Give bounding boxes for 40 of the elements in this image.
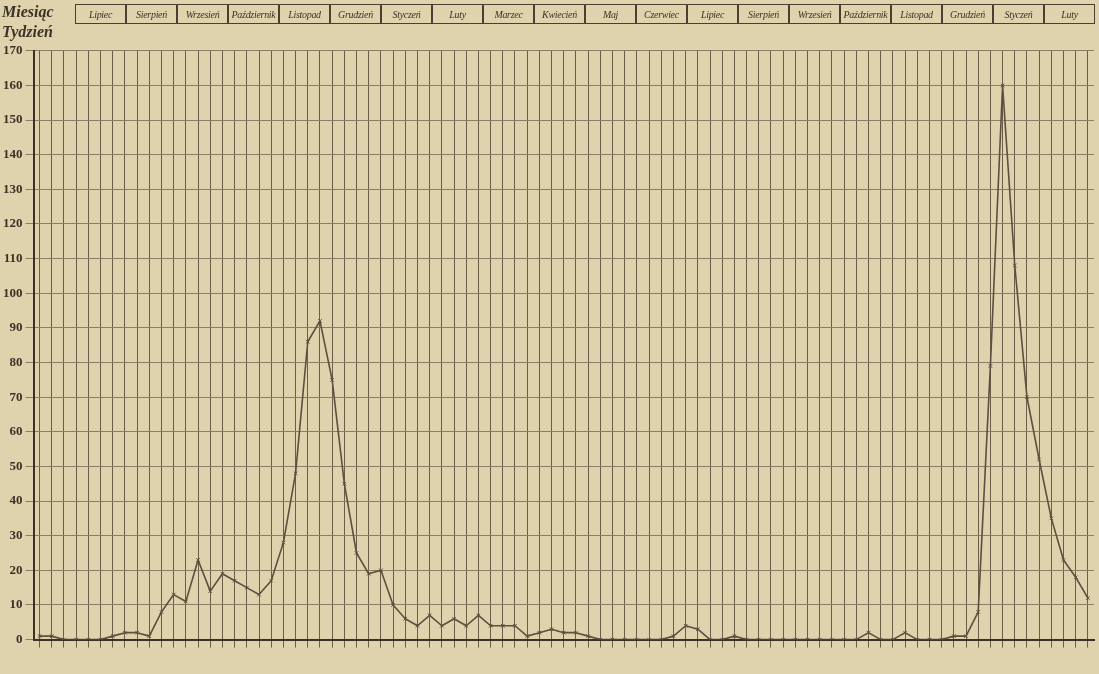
text: Luty <box>432 4 483 24</box>
text: Luty <box>1044 4 1095 24</box>
y-tick-label: 110 <box>3 249 23 265</box>
y-tick-label: 90 <box>9 319 23 335</box>
x-axis-title: Tydzień <box>2 22 54 42</box>
text: Wrzesień <box>177 4 228 24</box>
y-tick-label: 60 <box>9 423 23 439</box>
y-tick-label: 150 <box>3 111 23 127</box>
y-tick-label: 50 <box>9 457 23 473</box>
y-tick-label: 140 <box>3 146 23 162</box>
text: Listopad <box>279 4 330 24</box>
y-tick-label: 20 <box>9 561 23 577</box>
text: Październik <box>840 4 891 24</box>
text: Czerwiec <box>636 4 687 24</box>
text: Styczeń <box>381 4 432 24</box>
y-tick-label: 40 <box>9 492 23 508</box>
y-axis-title: Miesiąc <box>2 2 55 22</box>
y-tick-label: 100 <box>3 284 23 300</box>
text: Sierpień <box>126 4 177 24</box>
y-tick-label: 0 <box>16 630 23 646</box>
y-tick-label: 170 <box>3 42 23 58</box>
text: Styczeń <box>993 4 1044 24</box>
y-tick-label: 130 <box>3 180 23 196</box>
text: Lipiec <box>687 4 738 24</box>
text: Sierpień <box>738 4 789 24</box>
text: Marzec <box>483 4 534 24</box>
y-tick-label: 30 <box>9 527 23 543</box>
y-tick-label: 80 <box>9 353 23 369</box>
text: Wrzesień <box>789 4 840 24</box>
text: Listopad <box>891 4 942 24</box>
text: Grudzień <box>330 4 381 24</box>
text: Październik <box>228 4 279 24</box>
text: Maj <box>585 4 636 24</box>
y-tick-label: 70 <box>9 388 23 404</box>
text: Lipiec <box>75 4 126 24</box>
text: Grudzień <box>942 4 993 24</box>
y-tick-label: 120 <box>3 215 23 231</box>
y-tick-label: 10 <box>9 596 23 612</box>
y-tick-label: 160 <box>3 76 23 92</box>
text: Kwiecień <box>534 4 585 24</box>
